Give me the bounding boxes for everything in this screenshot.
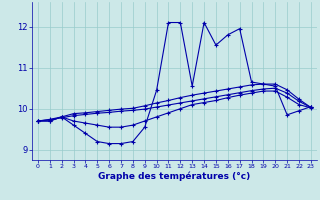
X-axis label: Graphe des températures (°c): Graphe des températures (°c): [98, 172, 251, 181]
